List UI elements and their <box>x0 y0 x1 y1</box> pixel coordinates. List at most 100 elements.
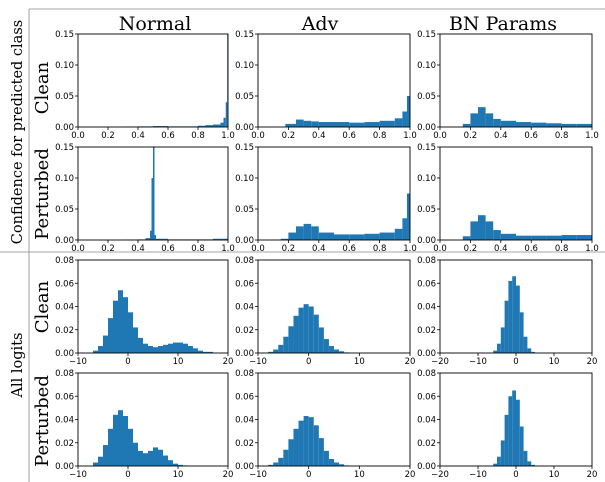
x-tick-label: −10 <box>249 470 267 480</box>
histogram-bar <box>138 450 143 466</box>
histogram-bar <box>203 351 213 353</box>
histogram-bar <box>223 117 226 127</box>
histogram-bar <box>470 113 478 127</box>
histogram-bar <box>334 122 350 127</box>
x-tick-label: −10 <box>69 357 87 367</box>
x-tick-label: −10 <box>469 357 487 367</box>
group-label-all-logits: All logits <box>10 333 26 399</box>
histogram-bar <box>151 178 153 240</box>
histogram-bar <box>283 449 289 466</box>
panel-layer: 0.000.050.100.150.0 0.2 0.4 0.6 0.8 1.00.000.… <box>55 30 599 480</box>
x-tick-label: 1.0 <box>221 244 235 254</box>
y-tick-label: 0.02 <box>235 439 254 449</box>
histogram-bar <box>173 342 178 353</box>
histogram-bar <box>113 414 118 466</box>
y-tick-label: 0.00 <box>55 123 74 133</box>
y-tick-label: 0.15 <box>417 30 436 40</box>
x-tick-label: −10 <box>469 470 487 480</box>
histogram-panel: 0.00 0.05 0.10 0.15 0.0 0.2 0.4 0.6 0.8 1.0 <box>235 143 417 254</box>
histogram-bar <box>293 428 299 466</box>
y-tick-label: 0.00 <box>417 462 436 472</box>
panel-frame <box>257 146 411 241</box>
histogram-bar <box>576 235 592 240</box>
y-tick-label: 0.08 <box>235 369 254 379</box>
panel-frame <box>77 33 229 128</box>
histogram-bar <box>150 230 152 240</box>
histogram-panel: 0.00 0.02 0.04 0.06 0.08 −20 −10 0 10 20 <box>417 256 597 367</box>
histogram-bar <box>334 462 340 466</box>
histogram-bar <box>133 442 138 466</box>
x-tick-label: 10 <box>173 357 184 367</box>
x-tick-label: 0.4 <box>494 131 508 141</box>
histogram-bar <box>394 228 403 240</box>
histogram-bar <box>500 327 505 353</box>
y-tick-label: 0.15 <box>55 30 74 40</box>
y-tick-label: 0.00 <box>235 123 254 133</box>
histogram-bar <box>173 463 178 466</box>
histogram-panel: 0.00 0.02 0.04 0.06 0.08 −10 0 10 20 <box>55 369 233 480</box>
histogram-bar <box>283 336 289 353</box>
histogram-bar <box>546 235 562 240</box>
histogram-bar <box>296 119 304 127</box>
histogram-bar <box>188 346 193 353</box>
x-tick-label: 0.2 <box>464 244 478 254</box>
histogram-bar <box>349 122 365 127</box>
histogram-bar <box>406 193 410 240</box>
panel-frame <box>257 259 411 354</box>
histogram-bar <box>98 346 103 353</box>
histogram-bar <box>516 235 532 240</box>
x-tick-label: 20 <box>223 470 234 480</box>
histogram-bar <box>98 456 103 466</box>
histogram-bar <box>500 120 516 127</box>
y-tick-label: 0.04 <box>55 303 74 313</box>
x-tick-label: −20 <box>431 357 449 367</box>
y-tick-label: 0.06 <box>55 392 74 402</box>
histogram-panel: 0.00 0.05 0.10 0.15 0.0 0.2 0.4 0.6 0.8 1.0 <box>55 143 235 254</box>
histogram-panel: 0.00 0.02 0.04 0.06 0.08 −10 0 10 20 <box>235 256 415 367</box>
panel-frame <box>77 259 229 354</box>
histogram-bar <box>153 147 155 240</box>
y-tick-label: 0.08 <box>55 256 74 266</box>
histogram-bar <box>280 238 289 240</box>
histogram-bar <box>318 232 334 240</box>
histogram-bar <box>493 230 501 240</box>
histogram-bar <box>148 450 153 466</box>
column-title-normal: Normal <box>119 13 192 35</box>
histogram-bar <box>334 234 350 240</box>
y-tick-label: 0.00 <box>55 236 74 246</box>
histogram-bar <box>516 122 532 127</box>
histogram-bar <box>163 455 168 466</box>
x-tick-label: 0 <box>306 357 311 367</box>
x-tick-label: 0.0 <box>71 131 85 141</box>
y-tick-label: 0.04 <box>235 416 254 426</box>
histogram-bar <box>138 337 143 353</box>
y-tick-label: 0.08 <box>55 369 74 379</box>
histogram-panel: 0.00 0.02 0.04 0.06 0.08 −10 0 10 20 <box>235 369 415 480</box>
histogram-bar <box>334 349 340 353</box>
histogram-bar <box>323 450 329 466</box>
y-tick-label: 0.00 <box>417 123 436 133</box>
y-tick-label: 0.10 <box>235 61 254 71</box>
histogram-bar <box>108 318 113 353</box>
histogram-bar <box>198 125 206 127</box>
histogram-bar <box>156 238 168 240</box>
histogram-panel: 0.00 0.02 0.04 0.06 0.08 −10 0 10 20 <box>55 256 233 367</box>
histogram-bar <box>527 348 532 353</box>
histogram-bar <box>519 426 524 466</box>
y-tick-label: 0.08 <box>417 369 436 379</box>
y-tick-label: 0.04 <box>55 416 74 426</box>
histogram-bar <box>143 453 148 466</box>
histogram-bar <box>402 218 407 240</box>
histogram-bar <box>527 461 532 466</box>
histogram-bar <box>323 339 329 353</box>
y-tick-label: 0.10 <box>417 174 436 184</box>
histogram-bar <box>497 343 501 353</box>
histogram-bar <box>546 123 562 127</box>
histogram-bar <box>485 113 494 127</box>
histogram-bar <box>178 342 183 353</box>
histogram-bar <box>303 416 309 466</box>
histogram-bar <box>500 233 516 240</box>
histogram-bar <box>478 107 486 127</box>
y-tick-label: 0.02 <box>417 439 436 449</box>
x-tick-label: 0.0 <box>251 131 265 141</box>
